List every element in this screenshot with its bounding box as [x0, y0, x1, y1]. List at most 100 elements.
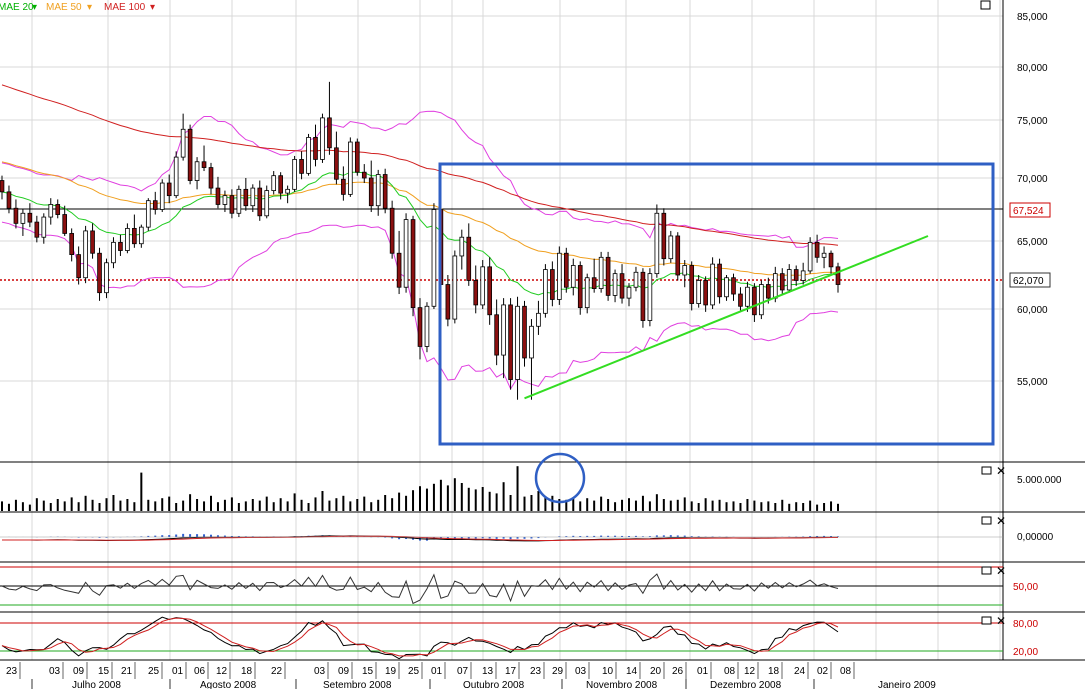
close-icon[interactable]: ✕: [996, 464, 1006, 478]
candle: [34, 221, 40, 238]
candle: [759, 284, 764, 316]
candle: [48, 204, 54, 218]
candle: [334, 147, 339, 180]
candle: [403, 219, 409, 288]
restore-icon[interactable]: [981, 466, 992, 475]
x-day-label: 13: [482, 666, 494, 677]
candle: [41, 216, 47, 238]
candle: [292, 159, 297, 190]
x-month-label: Novembro 2008: [586, 680, 658, 689]
x-day-label: 08: [840, 666, 852, 677]
x-day-label: 01: [697, 666, 709, 677]
x-day-label: 15: [98, 666, 110, 677]
x-month-label: Agosto 2008: [200, 680, 257, 689]
x-day-label: 20: [650, 666, 662, 677]
stoch-d-line: [1, 617, 839, 657]
candle: [111, 241, 116, 264]
stochastic-panel: [0, 616, 1003, 660]
candle: [139, 226, 144, 245]
candle: [27, 212, 33, 223]
x-month-label: Dezembro 2008: [710, 680, 782, 689]
x-day-label: 29: [552, 666, 564, 677]
price-marker-2: 62,070: [1013, 276, 1044, 287]
candle: [375, 174, 381, 207]
x-day-label: 22: [271, 666, 283, 677]
candle: [724, 277, 729, 298]
candle: [459, 236, 465, 257]
x-day-label: 12: [744, 666, 756, 677]
candle: [208, 167, 214, 189]
x-day-label: 23: [530, 666, 542, 677]
price-tick: 80,000: [1017, 63, 1048, 74]
x-day-label: 12: [216, 666, 228, 677]
candle: [835, 266, 841, 285]
candle: [494, 314, 499, 356]
candle: [299, 159, 304, 174]
candle: [187, 128, 193, 181]
candle: [104, 262, 109, 294]
candle: [800, 270, 806, 281]
volume-highlight-circle: [534, 452, 586, 504]
x-month-label: Outubro 2008: [463, 680, 525, 689]
close-icon[interactable]: ✕: [996, 614, 1006, 628]
candle: [236, 188, 242, 214]
candle: [348, 141, 353, 195]
candle: [682, 265, 688, 276]
x-day-label: 09: [338, 666, 350, 677]
candle: [598, 256, 604, 290]
candle: [166, 182, 172, 197]
rsi-panel: [0, 566, 1003, 606]
candle: [222, 195, 228, 205]
candle: [452, 255, 458, 320]
candle: [752, 286, 757, 316]
x-day-label: 17: [505, 666, 517, 677]
candle: [368, 177, 374, 207]
maximize-icon[interactable]: [980, 0, 991, 10]
candle: [76, 254, 81, 279]
candle: [612, 273, 618, 296]
candle: [563, 252, 569, 288]
restore-icon[interactable]: [981, 616, 992, 625]
candle: [445, 284, 451, 320]
stoch-axis-upper: 80,00: [1013, 619, 1038, 630]
candle: [473, 280, 479, 306]
candle: [125, 227, 130, 251]
legend-mae100-arrow-icon: ▾: [150, 2, 155, 13]
candle: [431, 209, 437, 307]
panel-controls: ✕ ✕ ✕ ✕: [981, 464, 1006, 628]
candle: [626, 286, 632, 299]
candle: [668, 235, 674, 260]
candle: [536, 312, 541, 327]
x-day-label: 01: [431, 666, 443, 677]
rsi-axis-label: 50,00: [1013, 582, 1038, 593]
candle: [194, 161, 200, 181]
candle: [591, 277, 597, 290]
candle: [250, 187, 256, 207]
candle: [793, 269, 799, 281]
x-month-label: Setembro 2008: [323, 680, 392, 689]
candle: [354, 141, 360, 173]
mae50-line: [1, 161, 839, 276]
candle: [152, 200, 158, 210]
macd-signal: [2, 535, 838, 541]
x-month-label: Julho 2008: [72, 680, 121, 689]
candle: [633, 271, 639, 288]
candle: [20, 212, 26, 224]
restore-icon[interactable]: [981, 566, 992, 575]
close-icon[interactable]: ✕: [996, 514, 1006, 528]
restore-icon[interactable]: [981, 516, 992, 525]
candle: [69, 233, 74, 256]
x-day-label: 07: [457, 666, 469, 677]
legend-mae20: MAE 20: [0, 2, 34, 13]
volume-axis-label: 5.000.000: [1017, 475, 1062, 486]
price-tick: 65,000: [1017, 237, 1048, 248]
candle: [320, 117, 325, 160]
candle: [543, 269, 548, 314]
panel-frames: [0, 0, 1085, 661]
candle: [745, 286, 750, 307]
candle: [619, 273, 625, 299]
candle: [97, 252, 102, 294]
x-day-label: 25: [148, 666, 160, 677]
close-icon[interactable]: ✕: [996, 564, 1006, 578]
